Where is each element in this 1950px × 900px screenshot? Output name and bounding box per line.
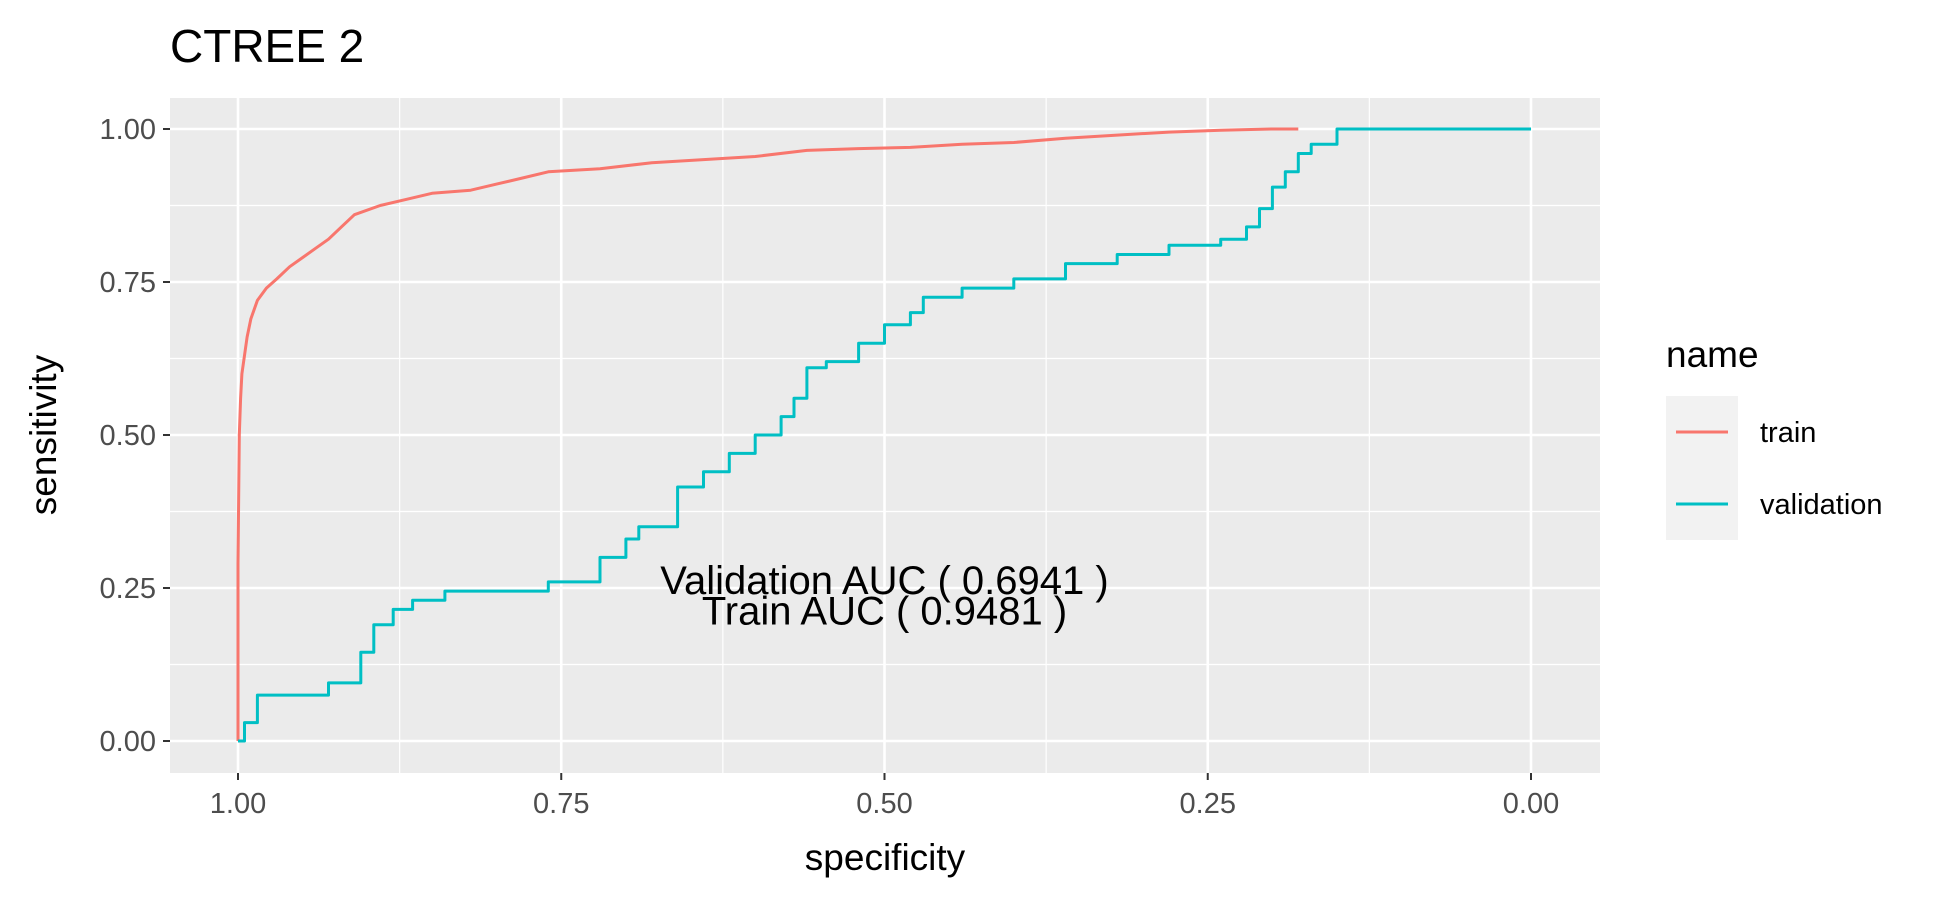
series-line-train bbox=[236, 127, 1299, 741]
x-tick-label: 0.25 bbox=[1180, 788, 1236, 820]
y-tick-label: 0.25 bbox=[100, 573, 156, 605]
x-tick-label: 1.00 bbox=[210, 788, 266, 820]
annotation-1: Train AUC ( 0.9481 ) bbox=[702, 590, 1067, 634]
y-axis-title: sensitivity bbox=[23, 354, 64, 515]
legend: name train validation bbox=[1666, 334, 1883, 540]
x-axis: 1.00 0.75 0.50 0.25 0.00 bbox=[210, 773, 1559, 820]
annotation-layer: Validation AUC ( 0.6941 )Train AUC ( 0.9… bbox=[660, 559, 1108, 634]
y-tick-label: 0.00 bbox=[100, 726, 156, 758]
legend-label-train: train bbox=[1760, 417, 1816, 449]
legend-key-background bbox=[1666, 396, 1738, 540]
series-layer bbox=[236, 127, 1531, 743]
annotation-0: Validation AUC ( 0.6941 ) bbox=[660, 559, 1108, 603]
legend-label-validation: validation bbox=[1760, 489, 1883, 521]
chart-title: CTREE 2 bbox=[170, 20, 364, 72]
x-tick-label: 0.00 bbox=[1503, 788, 1559, 820]
grid-major bbox=[170, 98, 1600, 773]
x-axis-title: specificity bbox=[805, 837, 966, 878]
y-tick-label: 1.00 bbox=[100, 114, 156, 146]
series-line-validation bbox=[238, 127, 1531, 743]
x-tick-label: 0.50 bbox=[856, 788, 912, 820]
legend-title: name bbox=[1666, 334, 1759, 375]
x-tick-label: 0.75 bbox=[533, 788, 589, 820]
y-tick-label: 0.75 bbox=[100, 267, 156, 299]
y-tick-label: 0.50 bbox=[100, 420, 156, 452]
y-axis: 0.00 0.25 0.50 0.75 1.00 bbox=[100, 114, 170, 758]
